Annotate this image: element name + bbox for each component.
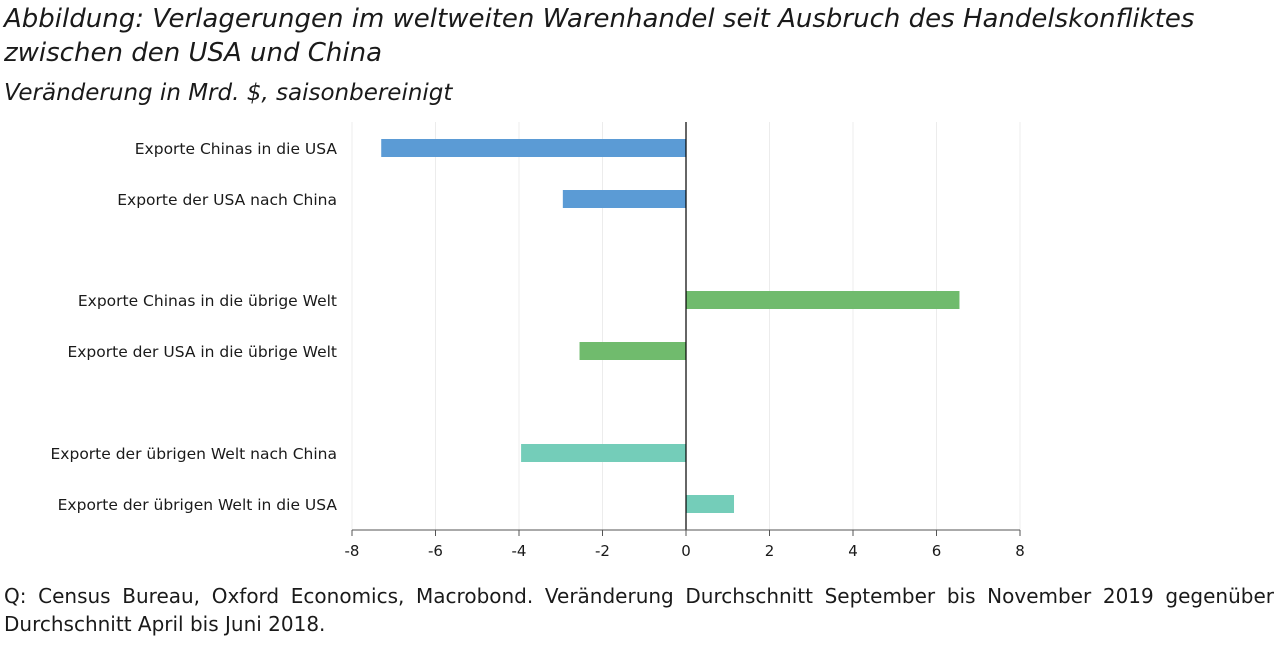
chart-title: Abbildung: Verlagerungen im weltweiten W… xyxy=(4,4,1195,68)
bar xyxy=(381,139,686,157)
x-tick-label: 8 xyxy=(1015,542,1025,560)
category-label: Exporte der übrigen Welt in die USA xyxy=(58,496,338,514)
x-tick-label: -2 xyxy=(595,542,610,560)
chart-subtitle: Veränderung in Mrd. $, saisonbereinigt xyxy=(4,80,453,106)
bar xyxy=(562,190,686,208)
category-label: Exporte der USA in die übrige Welt xyxy=(67,343,337,361)
x-tick-label: -6 xyxy=(428,542,443,560)
x-tick-label: 2 xyxy=(765,542,775,560)
bar xyxy=(686,291,960,309)
source-note: Q: Census Bureau, Oxford Economics, Macr… xyxy=(4,584,1274,636)
bar-chart: -8 -6 -4 -2 0 2 4 6 8 Exporte Chinas in die USA Ex… xyxy=(51,122,1025,560)
x-tick-label: -4 xyxy=(512,542,527,560)
category-label: Exporte der USA nach China xyxy=(117,191,337,209)
x-tick-label: -8 xyxy=(345,542,360,560)
x-tick-label: 6 xyxy=(932,542,942,560)
x-tick-label: 4 xyxy=(848,542,858,560)
x-tick-label: 0 xyxy=(681,542,691,560)
bar xyxy=(521,444,686,462)
category-label: Exporte Chinas in die USA xyxy=(135,140,338,158)
category-label: Exporte Chinas in die übrige Welt xyxy=(78,292,337,310)
bar xyxy=(686,495,735,513)
category-label: Exporte der übrigen Welt nach China xyxy=(51,445,337,463)
bar xyxy=(579,342,686,360)
